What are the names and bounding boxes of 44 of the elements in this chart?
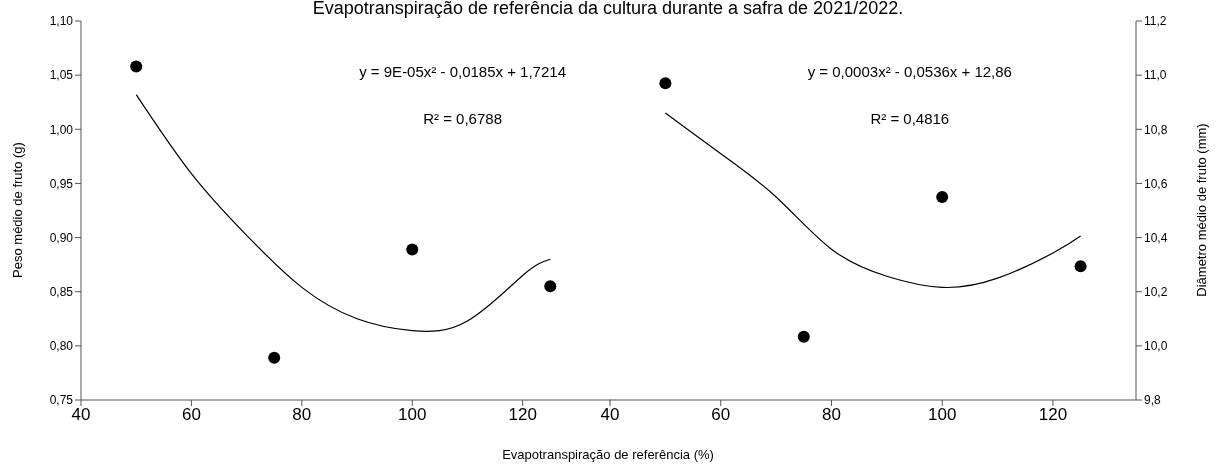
y-tick-label: 1,10 [49,14,74,29]
y-tick-label: 0,90 [49,230,74,245]
line-series [135,94,551,333]
y-axis-title: Peso médio de fruto (g) [10,141,26,280]
x-tick-label: 80 [292,405,312,425]
y-tick-label: 0,85 [49,284,74,299]
y-tick-label: 1,05 [49,68,74,83]
point [406,243,419,256]
y2-tick-label: 10,8 [1144,122,1168,137]
y-tick-label: 0,75 [49,393,74,408]
y2-axis-title: Diâmetro médio de fruto (mm) [1194,122,1210,299]
chart-title: Evapotranspiração de referência da cultura durante a safra de 2021/2022. [312,0,904,18]
x-axis-title: Evapotranspiração de referência (%) [501,447,715,462]
x-tick-label: 100 [398,405,427,425]
x-tick-label: 120 [1038,405,1068,425]
y2-tick-label: 10,0 [1144,339,1168,354]
x-tick-label: 40 [71,405,91,425]
point [268,351,281,364]
y2-tick-label: 9,8 [1144,393,1162,408]
x-tick-label: 120 [508,405,537,425]
point [130,60,143,73]
y-tick-label: 1,00 [49,122,74,137]
annotation: R² = 0,4816 [869,110,951,127]
y2-tick-label: 10,6 [1144,176,1168,191]
point [797,330,810,343]
line-series [664,112,1082,289]
y2-tick-label: 10,2 [1144,284,1168,299]
x-tick-label: 60 [711,405,731,425]
y2-tick-label: 11,0 [1144,68,1167,83]
x-tick-label: 100 [928,405,957,425]
x-tick-label: 40 [600,405,620,425]
annotation: y = 0,0003x² - 0,0536x + 12,86 [806,63,1013,80]
annotation: R² = 0,6788 [422,110,503,127]
point [936,190,949,203]
y-tick-label: 0,95 [49,176,74,191]
point [659,77,672,90]
point [544,280,557,293]
x-tick-label: 80 [822,405,841,425]
y2-tick-label: 10,4 [1144,230,1168,245]
y-tick-label: 0,80 [49,339,74,354]
point [1074,260,1087,273]
x-tick-label: 60 [181,405,201,425]
y2-tick-label: 11,2 [1144,14,1167,29]
annotation: y = 9E-05x² - 0,0185x + 1,7214 [358,63,567,80]
